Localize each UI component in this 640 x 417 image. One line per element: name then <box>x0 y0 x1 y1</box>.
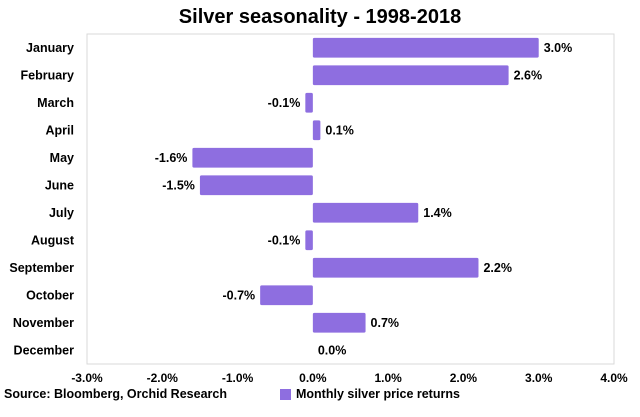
bar-june <box>199 175 313 196</box>
category-label-july: July <box>49 206 74 220</box>
legend: Monthly silver price returns <box>280 387 460 401</box>
bar-april <box>312 120 321 141</box>
data-label-august: -0.1% <box>268 233 301 247</box>
plot-area-border <box>86 33 615 365</box>
bar-august <box>305 230 313 251</box>
data-label-february: 2.6% <box>514 68 543 82</box>
data-label-may: -1.6% <box>155 151 188 165</box>
x-tick-label: -1.0% <box>222 371 254 385</box>
x-tick-labels: -3.0% -2.0% -1.0% 0.0% 1.0% 2.0% 3.0% 4.0% <box>71 371 628 385</box>
category-label-january: January <box>26 41 74 55</box>
legend-label: Monthly silver price returns <box>296 387 460 401</box>
category-label-march: March <box>37 96 74 110</box>
category-label-september: September <box>9 261 74 275</box>
x-tick-label: 2.0% <box>450 371 478 385</box>
data-label-september: 2.2% <box>483 261 512 275</box>
source-note: Source: Bloomberg, Orchid Research <box>4 387 227 401</box>
data-label-march: -0.1% <box>268 96 301 110</box>
category-labels: January February March April May June July Augu… <box>9 41 74 358</box>
category-label-may: May <box>50 151 74 165</box>
data-label-july: 1.4% <box>423 206 452 220</box>
bar-november <box>312 312 366 333</box>
category-label-august: August <box>31 233 75 247</box>
data-label-december: 0.0% <box>318 343 347 357</box>
chart-title: Silver seasonality - 1998-2018 <box>179 6 461 28</box>
category-label-december: December <box>14 343 75 357</box>
category-label-april: April <box>46 123 74 137</box>
x-tick-label: 1.0% <box>374 371 402 385</box>
bar-may <box>192 147 313 168</box>
bars-group <box>192 37 539 333</box>
x-tick-label: 4.0% <box>600 371 628 385</box>
x-tick-label: -2.0% <box>147 371 179 385</box>
legend-swatch <box>280 389 291 400</box>
data-label-october: -0.7% <box>223 288 256 302</box>
bar-march <box>305 92 313 113</box>
data-label-june: -1.5% <box>162 178 195 192</box>
category-label-october: October <box>26 288 74 302</box>
data-label-january: 3.0% <box>544 41 573 55</box>
x-tick-label: 0.0% <box>299 371 327 385</box>
x-tick-label: 3.0% <box>525 371 553 385</box>
bar-january <box>312 37 539 58</box>
data-label-april: 0.1% <box>325 123 354 137</box>
bar-october <box>260 285 313 306</box>
category-label-june: June <box>45 178 74 192</box>
x-tick-label: -3.0% <box>71 371 103 385</box>
bar-july <box>312 202 419 223</box>
data-label-november: 0.7% <box>371 316 400 330</box>
category-label-february: February <box>21 68 75 82</box>
bar-february <box>312 65 509 86</box>
data-labels: 3.0%2.6% -0.1% 0.1% -1.6% -1.5% 1.4% -0.1% 2.2%… <box>155 41 572 358</box>
category-label-november: November <box>13 316 74 330</box>
bar-september <box>312 257 479 278</box>
